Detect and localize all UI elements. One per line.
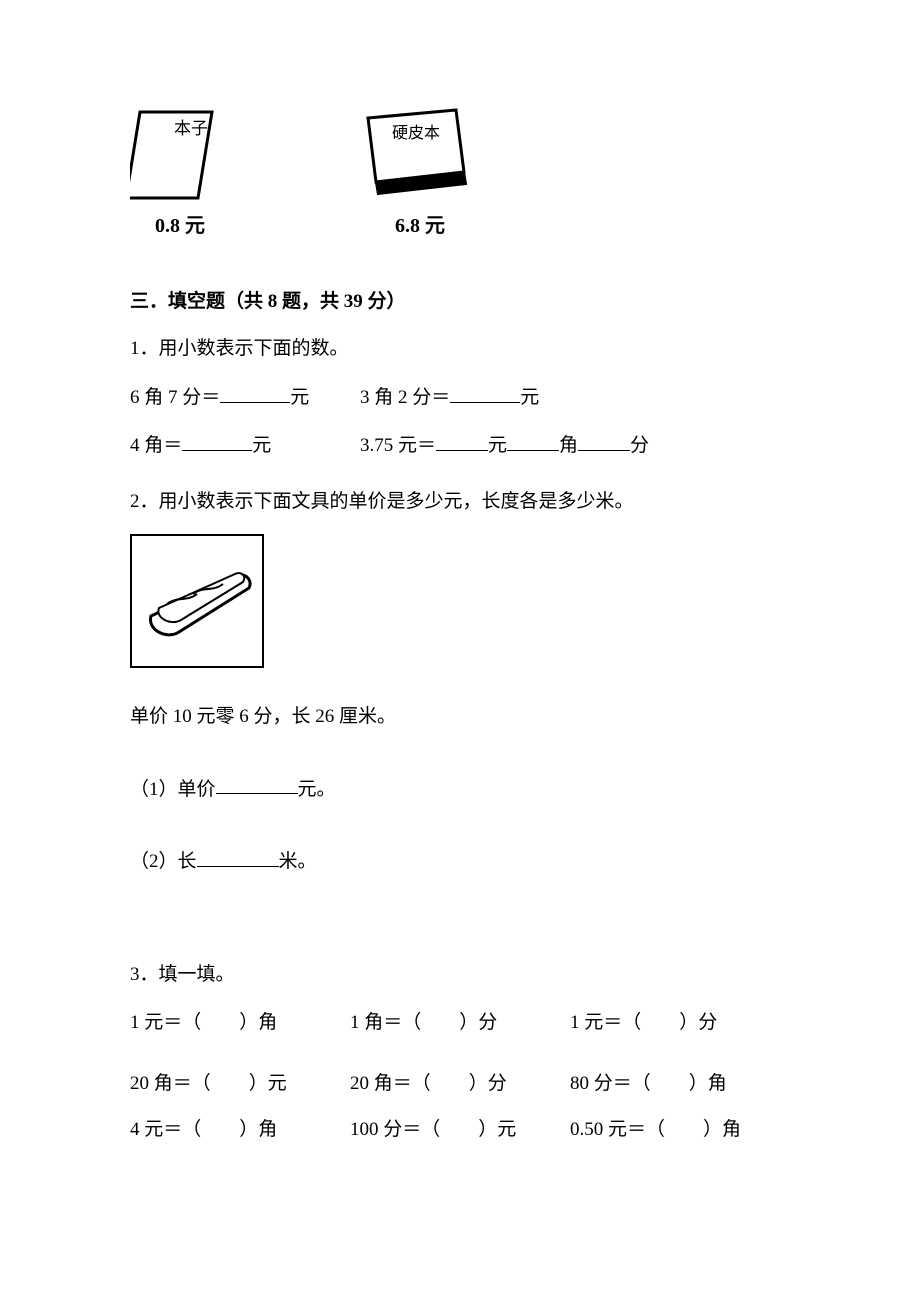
q2-info: 单价 10 元零 6 分，长 26 厘米。 bbox=[130, 702, 790, 731]
page: 本子 0.8 元 硬皮本 6.8 元 三．填空题（共 8 题，共 39 分） 1… bbox=[0, 0, 920, 1302]
q2-p2: （2）长 米。 bbox=[130, 846, 790, 876]
q2-p1-unit: 元。 bbox=[298, 778, 336, 799]
q3-r1c1: 1 元＝（ ）角 bbox=[130, 1008, 350, 1037]
q1-b-pre: 3 角 2 分＝ bbox=[360, 387, 450, 408]
q1-b: 3 角 2 分＝ 元 bbox=[360, 382, 590, 412]
q1-d-u2: 角 bbox=[559, 435, 578, 456]
q1-d-u3: 分 bbox=[630, 435, 649, 456]
q3-r3c2: 100 分＝（ ）元 bbox=[350, 1115, 570, 1144]
notebook-icon: 本子 bbox=[130, 100, 230, 205]
q2-p2-pre: （2）长 bbox=[130, 851, 197, 872]
product-row: 本子 0.8 元 硬皮本 6.8 元 bbox=[130, 100, 790, 242]
blank[interactable] bbox=[197, 846, 279, 867]
q2-p1: （1）单价 元。 bbox=[130, 774, 790, 804]
q3-row2: 20 角＝（ ）元 20 角＝（ ）分 80 分＝（ ）角 bbox=[130, 1069, 790, 1098]
blank[interactable] bbox=[182, 430, 252, 451]
pencilbox-icon bbox=[137, 546, 257, 656]
pencilbox-figure bbox=[130, 534, 264, 668]
q3-r2c2: 20 角＝（ ）分 bbox=[350, 1069, 570, 1098]
blank[interactable] bbox=[450, 382, 520, 403]
q1-a: 6 角 7 分＝ 元 bbox=[130, 382, 360, 412]
blank[interactable] bbox=[507, 430, 559, 451]
section-3-header: 三．填空题（共 8 题，共 39 分） bbox=[130, 287, 790, 316]
blank[interactable] bbox=[220, 382, 290, 403]
q1-d-pre: 3.75 元＝ bbox=[360, 435, 436, 456]
q1-row1: 6 角 7 分＝ 元 3 角 2 分＝ 元 bbox=[130, 382, 790, 430]
q3-r3c1: 4 元＝（ ）角 bbox=[130, 1115, 350, 1144]
q3-stem: 3．填一填。 bbox=[130, 960, 790, 989]
q1-c-unit: 元 bbox=[252, 435, 271, 456]
notebook-price: 0.8 元 bbox=[155, 211, 205, 242]
hardcover-icon: 硬皮本 bbox=[360, 100, 480, 205]
q3-r1c2: 1 角＝（ ）分 bbox=[350, 1008, 570, 1037]
blank[interactable] bbox=[216, 774, 298, 795]
item-hardcover: 硬皮本 6.8 元 bbox=[360, 100, 480, 242]
blank[interactable] bbox=[578, 430, 630, 451]
q3-row1: 1 元＝（ ）角 1 角＝（ ）分 1 元＝（ ）分 bbox=[130, 1008, 790, 1037]
q3-r2c3: 80 分＝（ ）角 bbox=[570, 1069, 790, 1098]
q3-r1c3: 1 元＝（ ）分 bbox=[570, 1008, 790, 1037]
q2-stem: 2．用小数表示下面文具的单价是多少元，长度各是多少米。 bbox=[130, 487, 790, 516]
q1-b-unit: 元 bbox=[520, 387, 539, 408]
q1-d-u1: 元 bbox=[488, 435, 507, 456]
q1-a-unit: 元 bbox=[290, 387, 309, 408]
q1-c: 4 角＝ 元 bbox=[130, 430, 360, 460]
q1-a-pre: 6 角 7 分＝ bbox=[130, 387, 220, 408]
q3-r3c3: 0.50 元＝（ ）角 bbox=[570, 1115, 790, 1144]
q1-c-pre: 4 角＝ bbox=[130, 435, 182, 456]
hardcover-price: 6.8 元 bbox=[395, 211, 445, 242]
blank[interactable] bbox=[436, 430, 488, 451]
q3-r2c1: 20 角＝（ ）元 bbox=[130, 1069, 350, 1098]
q1-d: 3.75 元＝ 元 角 分 bbox=[360, 430, 740, 460]
q1-row2: 4 角＝ 元 3.75 元＝ 元 角 分 bbox=[130, 430, 790, 478]
q2-p2-unit: 米。 bbox=[279, 851, 317, 872]
item-notebook: 本子 0.8 元 bbox=[130, 100, 230, 242]
q3-row3: 4 元＝（ ）角 100 分＝（ ）元 0.50 元＝（ ）角 bbox=[130, 1115, 790, 1144]
q2-p1-pre: （1）单价 bbox=[130, 778, 216, 799]
q1-stem: 1．用小数表示下面的数。 bbox=[130, 334, 790, 363]
svg-text:硬皮本: 硬皮本 bbox=[392, 124, 440, 142]
svg-text:本子: 本子 bbox=[174, 119, 208, 138]
